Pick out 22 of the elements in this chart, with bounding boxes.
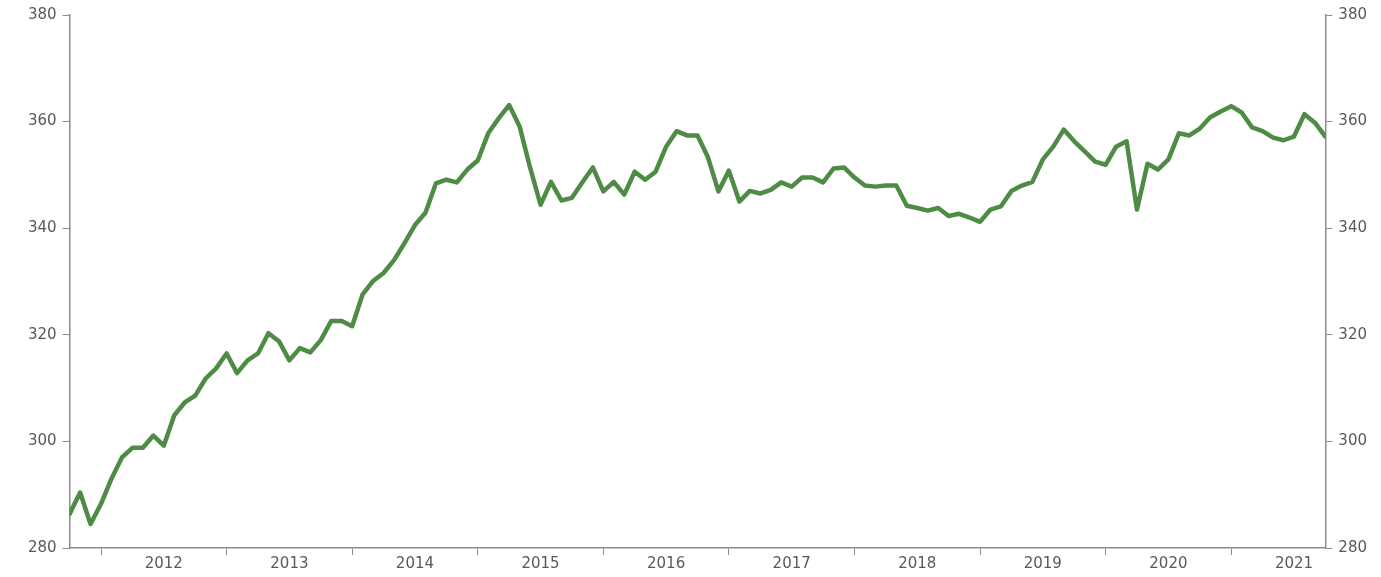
x-tick-label: 2018 — [898, 553, 937, 572]
y2-tick-label: 300 — [1338, 431, 1368, 450]
x-tick-label: 2017 — [772, 553, 811, 572]
y2-tick-label: 320 — [1338, 324, 1368, 343]
y-tick-label: 380 — [27, 4, 57, 23]
x-tick-label: 2019 — [1023, 553, 1062, 572]
y-tick-label: 300 — [27, 431, 57, 450]
x-tick-label: 2020 — [1149, 553, 1188, 572]
x-tick-label: 2014 — [395, 553, 435, 572]
x-tick-label: 2013 — [270, 553, 309, 572]
y2-tick-label: 280 — [1338, 537, 1368, 556]
x-tick-label: 2021 — [1274, 553, 1314, 572]
x-tick-label: 2012 — [144, 553, 183, 572]
x-tick-label: 2016 — [647, 553, 686, 572]
y-tick-label: 320 — [27, 324, 57, 343]
x-tick-label: 2015 — [521, 553, 560, 572]
y2-tick-label: 380 — [1338, 4, 1368, 23]
y2-tick-label: 360 — [1338, 111, 1368, 130]
y-tick-label: 280 — [27, 537, 57, 556]
y2-tick-label: 340 — [1338, 218, 1368, 237]
y-tick-label: 360 — [27, 111, 57, 130]
y-tick-label: 340 — [27, 218, 57, 237]
